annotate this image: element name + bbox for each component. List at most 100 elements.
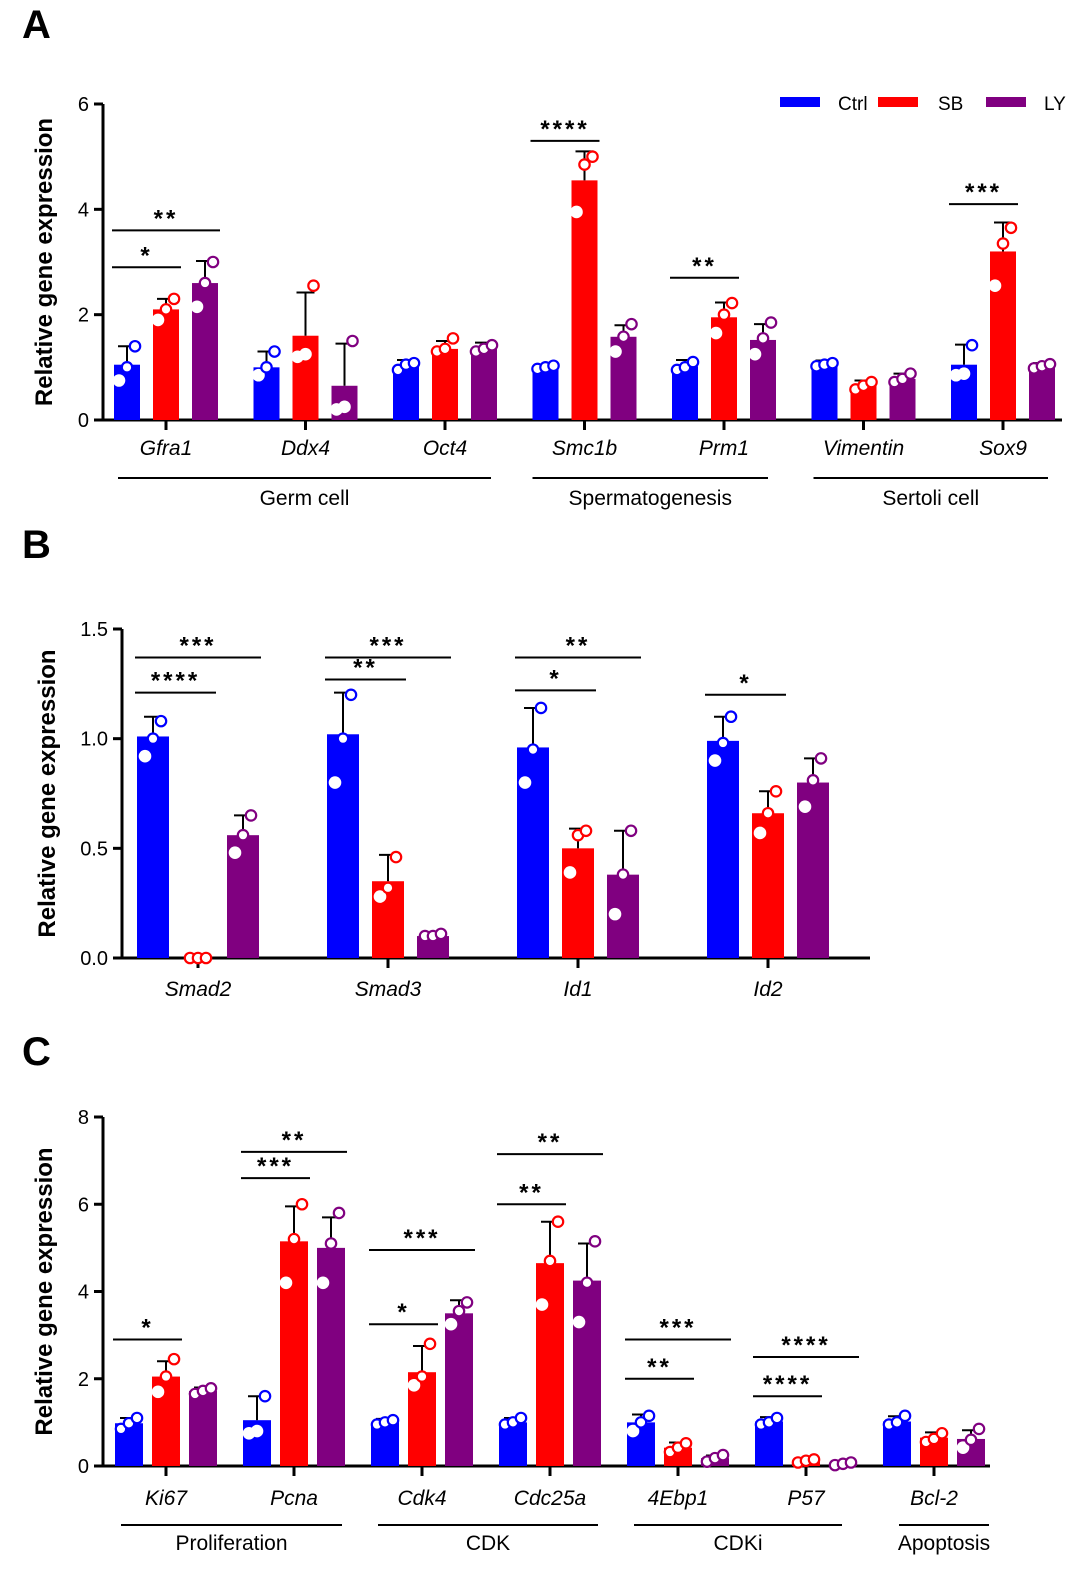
panel-a-category-label: Ddx4 — [281, 437, 330, 460]
panel-b-point-sb — [381, 881, 395, 895]
panel-a-point-sb — [307, 279, 320, 292]
panel-b-point-ctrl — [724, 710, 738, 724]
panel-a-point-sb — [725, 296, 739, 310]
panel-a-significance-stars: ** — [154, 205, 179, 232]
panel-c-y-tick-label: 0 — [78, 1456, 89, 1478]
panel-c-point-ly — [452, 1304, 466, 1318]
panel-c-y-tick-label: 2 — [78, 1369, 89, 1391]
panel-c-point-sb — [423, 1337, 437, 1351]
panel-c-point-ly — [444, 1317, 458, 1331]
panel-a-point-sb — [709, 326, 723, 340]
panel-c-point-sb — [543, 1254, 557, 1268]
panel-c-point-ly — [580, 1276, 594, 1290]
panel-b-bar-ctrl — [707, 740, 739, 958]
panel-c-category-label: Cdk4 — [397, 1487, 446, 1510]
panel-a-category-label: Gfra1 — [140, 437, 193, 460]
panel-b-point-sb — [753, 826, 767, 840]
panel-b-point-sb — [373, 890, 387, 903]
panel-c-point-ctrl — [386, 1413, 400, 1427]
panel-c-bar-sb — [536, 1263, 564, 1466]
panel-c-point-ctrl — [770, 1411, 784, 1425]
panel-a-y-axis-title: Relative gene expression — [31, 118, 58, 406]
panel-a-point-ly — [1043, 357, 1057, 371]
panel-a-point-ly — [485, 338, 499, 352]
panel-c-y-tick-label: 4 — [78, 1282, 89, 1304]
panel-b-point-sb — [761, 806, 775, 820]
panel-b-point-ctrl — [146, 732, 160, 745]
panel-c-point-sb — [407, 1378, 421, 1392]
legend-label-sb: SB — [938, 94, 963, 115]
panel-a-category-label: Oct4 — [423, 437, 467, 460]
panel-c-bar-ly — [445, 1313, 473, 1466]
panel-c-point-sb — [551, 1215, 565, 1228]
panel-a-point-sb — [159, 303, 173, 316]
panel-c-point-ctrl — [626, 1424, 640, 1438]
panel-a-point-sb — [1004, 221, 1018, 235]
panel-a-group-label: Germ cell — [260, 487, 350, 510]
panel-b-significance-stars: *** — [179, 633, 216, 660]
panel-a-point-ctrl — [120, 361, 134, 374]
legend-swatch-sb — [878, 97, 918, 107]
panel-b-significance-stars: ** — [353, 654, 378, 681]
panel-c-point-ctrl — [258, 1389, 272, 1403]
panel-b-category-label: Smad2 — [165, 978, 232, 1001]
panel-a-point-ly — [609, 345, 622, 358]
panel-c-category-label: Ki67 — [145, 1487, 188, 1510]
panel-c-point-ctrl — [130, 1411, 144, 1425]
panel-c-point-sb — [935, 1426, 949, 1440]
panel-b-significance-stars: * — [549, 665, 561, 692]
panel-c-point-ly — [332, 1206, 346, 1220]
panel-b-point-ly — [624, 824, 638, 838]
panel-c-significance-stars: ** — [519, 1179, 544, 1206]
panel-a-point-sb — [586, 150, 599, 163]
panel-b-category-label: Id1 — [563, 978, 592, 1001]
panel-a-bar-sb — [571, 180, 598, 420]
panel-a-point-ly — [206, 255, 220, 269]
panel-c-point-ly — [460, 1296, 474, 1309]
panel-a-point-sb — [299, 347, 312, 361]
panel-b-point-ly — [798, 800, 812, 813]
legend-label-ctrl: Ctrl — [838, 94, 868, 115]
panel-c-significance-stars: **** — [763, 1371, 812, 1398]
panel-a-y-tick-label: 2 — [78, 305, 89, 327]
panel-a-point-sb — [996, 237, 1010, 250]
panel-a-point-ctrl — [547, 359, 560, 373]
panel-c-y-tick-label: 8 — [78, 1107, 89, 1129]
panel-a-point-ctrl — [260, 361, 273, 374]
panel-c-group-label: Proliferation — [175, 1532, 287, 1555]
panel-b-point-ctrl — [534, 701, 548, 715]
panel-c-significance-stars: **** — [781, 1332, 830, 1359]
panel-a-chart: 0 2 4 6 Relative gene expression Gfra1 Ddx4 Oct… — [31, 94, 1062, 510]
panel-a-bar-sb — [432, 348, 458, 420]
panel-c-point-ctrl — [890, 1416, 904, 1429]
panel-b-point-ctrl — [328, 776, 342, 789]
panel-c-significance-stars: ** — [538, 1129, 563, 1156]
panel-c-chart: 0 2 4 6 8 Relative gene expression Ki67 Pcna Cdk… — [31, 1107, 990, 1555]
panel-a-point-ctrl — [957, 367, 971, 380]
panel-b-significance-stars: *** — [369, 633, 406, 660]
panel-c-point-ctrl — [514, 1411, 528, 1425]
panel-a-point-sb — [438, 342, 452, 356]
panel-c-point-sb — [151, 1385, 165, 1399]
panel-b-y-tick-label: 0.0 — [80, 948, 108, 970]
legend: Ctrl SB LY — [780, 94, 1066, 115]
panel-c-significance-stars: *** — [659, 1314, 696, 1341]
panel-b-chart: 0.0 0.5 1.0 1.5 Relative gene expression Smad… — [34, 619, 870, 1001]
panel-b-point-ctrl — [344, 688, 358, 702]
panel-c-point-sb — [279, 1276, 293, 1290]
panel-b-point-ly — [608, 907, 622, 921]
panel-a-bar-ctrl — [114, 364, 140, 420]
panel-c-point-sb — [535, 1298, 549, 1311]
panel-b-significance-stars: **** — [151, 668, 200, 695]
panel-b-point-sb — [769, 785, 783, 798]
panel-c-point-ctrl — [898, 1409, 912, 1423]
panel-a-point-sb — [167, 292, 181, 306]
panel-b-point-ly — [228, 846, 242, 860]
panel-b-point-ctrl — [526, 743, 540, 756]
panel-c-point-ly — [316, 1276, 330, 1290]
panel-a-point-ctrl — [112, 374, 126, 387]
panel-b-y-tick-label: 0.5 — [80, 838, 108, 860]
panel-a-letter: A — [22, 3, 51, 47]
panel-c-point-sb — [679, 1437, 693, 1450]
panel-b-point-ctrl — [518, 776, 532, 789]
